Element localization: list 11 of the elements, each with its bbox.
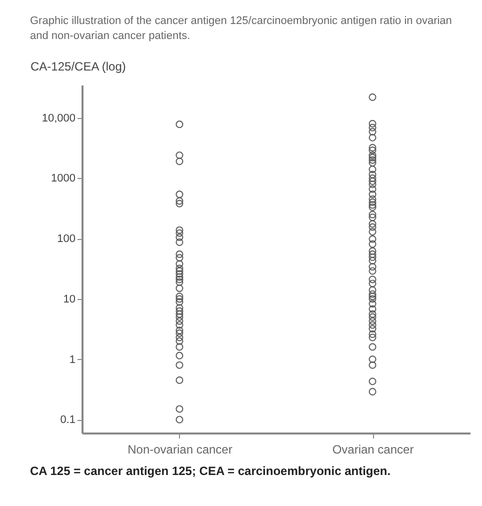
text: CA 125 = cancer antigen 125; CEA = carcinoembryonic antigen. [30,464,391,478]
y-tick-label: 0.1 [60,414,76,426]
y-tick-label: 100 [57,233,76,246]
x-tick-label: Non-ovarian cancer [128,442,232,456]
y-tick-label: 1000 [51,172,76,185]
chart-title: Graphic illustration of the cancer antigen 125/carcinoembryonic antigen ratio in ovarian and non-ovarian cancer patients. [30,14,453,44]
y-tick-label: 10,000 [42,112,76,124]
y-tick-label: 1 [69,354,76,366]
y-axis-title: CA-125/CEA (log) [30,60,126,74]
x-tick-label: Ovarian cancer [332,442,414,456]
y-tick-label: 10 [63,293,76,306]
